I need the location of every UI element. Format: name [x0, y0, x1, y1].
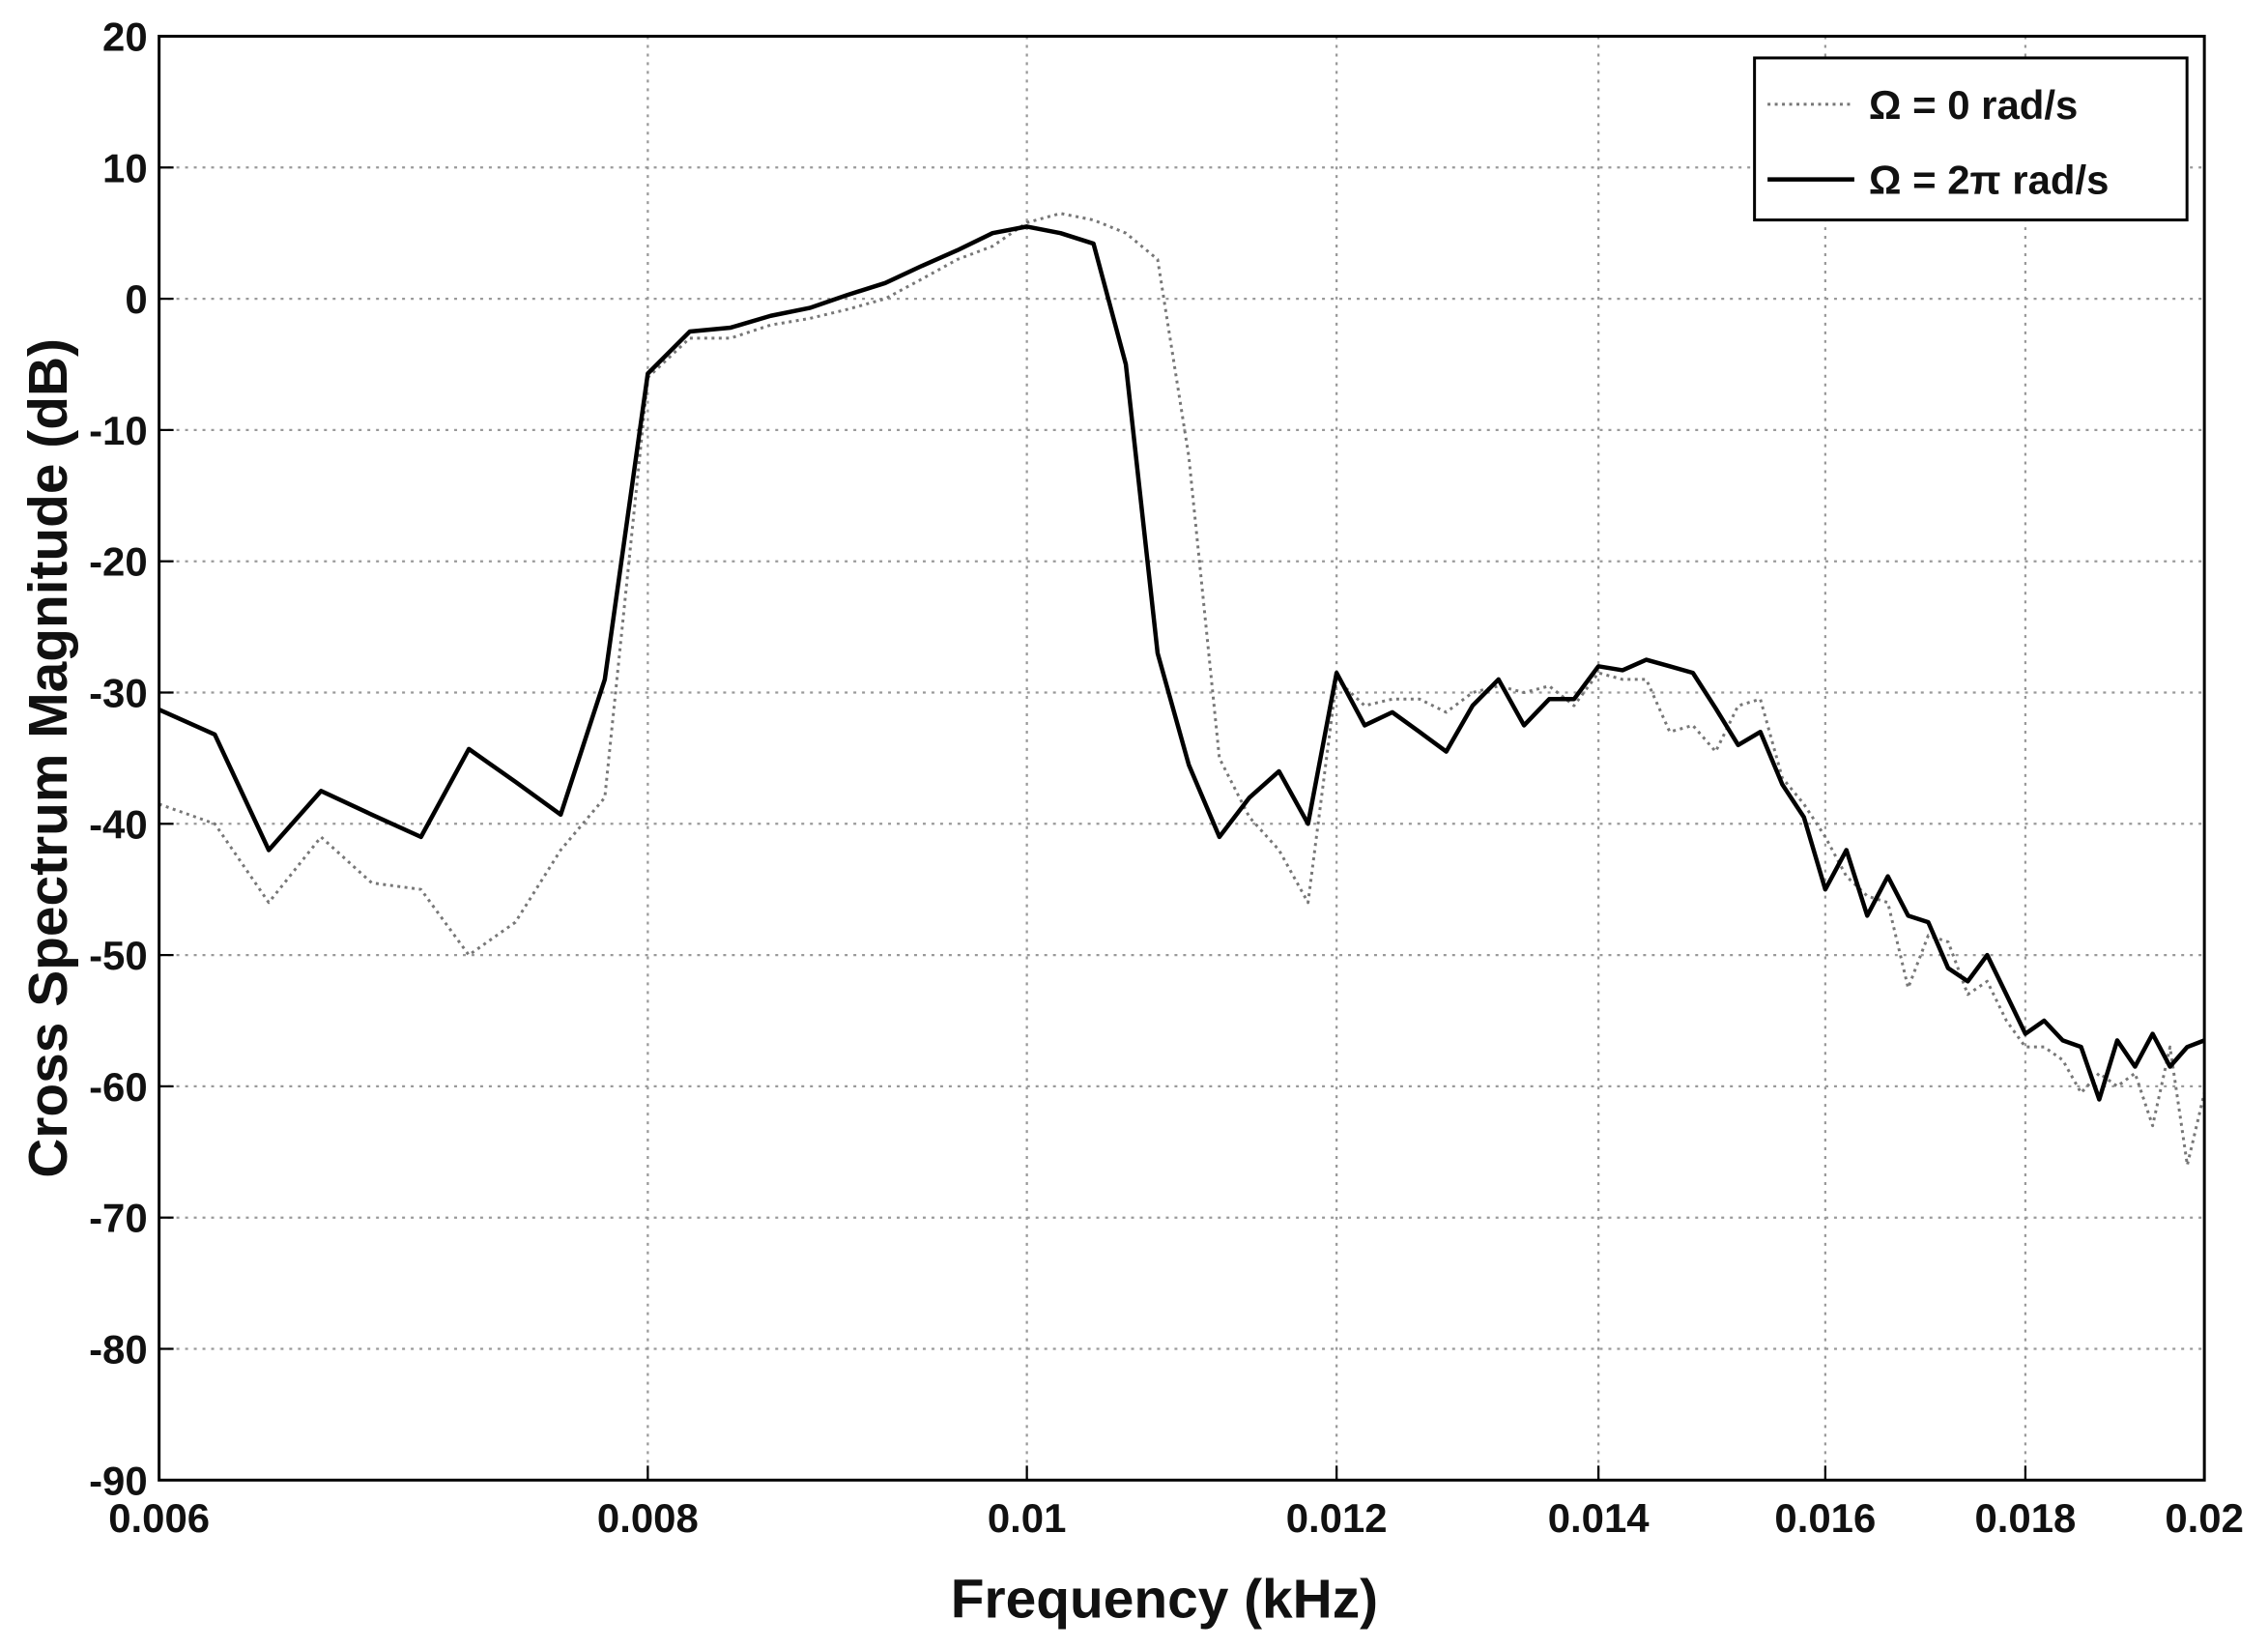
data-line	[158, 212, 2206, 1167]
x-axis-label: Frequency (kHz)	[951, 1570, 1378, 1631]
legend-box	[1753, 56, 2189, 222]
plot-area	[158, 36, 2205, 1481]
x-tick-label: 0.012	[1286, 1495, 1388, 1541]
y-tick-label: -80	[89, 1326, 148, 1372]
y-tick-label: -40	[89, 801, 148, 847]
y-tick-label: -60	[89, 1064, 148, 1110]
x-tick-label: 0.018	[1974, 1495, 2076, 1541]
y-tick-label: -20	[89, 539, 148, 585]
legend-label: Ω = 0 rad/s	[1869, 82, 2078, 128]
y-tick-label: 0	[125, 276, 147, 322]
y-tick-label: 10	[102, 145, 148, 190]
y-tick-label: -10	[89, 408, 148, 453]
y-tick-label: -90	[89, 1458, 148, 1503]
legend-label: Ω = 2π rad/s	[1869, 158, 2110, 203]
data-line	[158, 224, 2205, 1102]
x-tick-label: 0.014	[1548, 1495, 1651, 1541]
x-tick-label: 0.01	[988, 1495, 1067, 1541]
y-tick-label: -50	[89, 933, 148, 978]
y-tick-label: -30	[89, 670, 148, 715]
y-tick-label: 20	[102, 14, 148, 59]
plot-frame	[158, 34, 2206, 1482]
y-axis-label: Cross Spectrum Magnitude (dB)	[18, 338, 79, 1178]
x-tick-label: 0.016	[1774, 1495, 1876, 1541]
x-tick-label: 0.02	[2165, 1495, 2244, 1541]
y-tick-label: -70	[89, 1196, 148, 1241]
x-tick-label: 0.008	[597, 1495, 699, 1541]
x-tick-label: 0.006	[108, 1495, 210, 1541]
